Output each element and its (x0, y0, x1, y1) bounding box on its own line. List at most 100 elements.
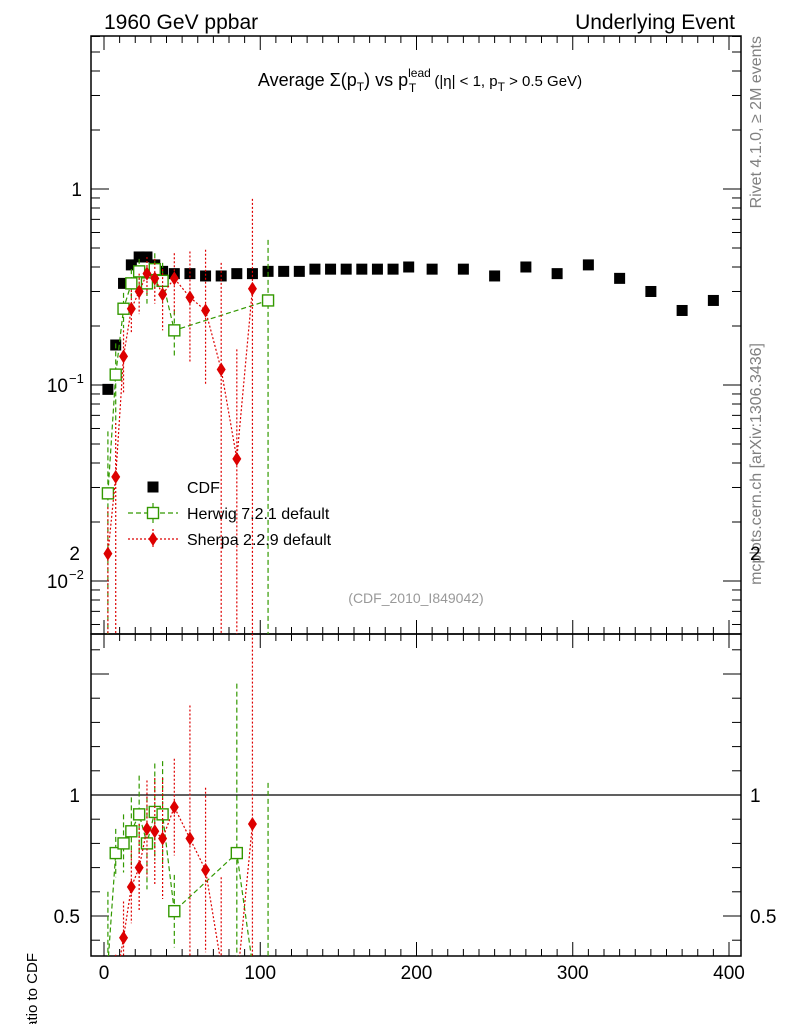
ratio-y-tick-label: 2 (69, 544, 80, 565)
ratio-point (168, 904, 181, 918)
cdf-point (457, 263, 469, 275)
herwig-point (168, 324, 181, 337)
rivet-label: Rivet 4.1.0, ≥ 2M events (748, 36, 765, 208)
y-tick-label: 1 (71, 180, 82, 201)
sherpa-point (111, 469, 121, 484)
y-tick-label-exponent: −2 (69, 567, 84, 582)
sherpa-point (201, 303, 211, 318)
y-tick-label: 10 (47, 376, 68, 397)
cdf-point (551, 268, 563, 280)
x-tick-label: 300 (557, 963, 589, 984)
sherpa-line (107, 272, 254, 554)
ratio-point (247, 817, 257, 832)
cdf-point (231, 268, 243, 280)
x-tick-label: 200 (401, 963, 433, 984)
sherpa-point (232, 451, 242, 466)
cdf-point (293, 265, 305, 277)
header-left: 1960 GeV ppbar (104, 11, 258, 34)
cdf-point (325, 263, 337, 275)
legend-marker (148, 532, 158, 546)
ratio-point (142, 821, 152, 836)
header-right: Underlying Event (575, 11, 735, 34)
cdf-point (582, 259, 594, 271)
cdf-point (520, 261, 532, 273)
ratio-point (119, 930, 129, 945)
cdf-point (614, 272, 626, 284)
cdf-point (184, 268, 196, 280)
cdf-point (403, 261, 415, 273)
ratio-point (158, 831, 168, 846)
ratio-point (185, 831, 195, 846)
legend-label: Herwig 7.2.1 default (187, 506, 330, 523)
cdf-point (278, 265, 290, 277)
herwig-point (101, 487, 115, 500)
cdf-point (387, 263, 399, 275)
ratio-y-tick-label: 2 (750, 544, 761, 565)
sherpa-point (142, 266, 152, 281)
cdf-point (133, 251, 145, 263)
ratio-axes: 0 100 200 300 400 0.5 0.5 1 1 2 2 (54, 544, 777, 984)
cdf-point (645, 285, 657, 297)
sherpa-series (103, 198, 257, 634)
cdf-point (676, 304, 688, 316)
cdf-point (118, 277, 130, 289)
sherpa-point (158, 287, 168, 302)
series-layer (101, 198, 719, 956)
y-tick-label-exponent: −1 (69, 371, 84, 386)
ratio-y-tick-label: 0.5 (54, 907, 80, 928)
mcplots-label: mcplots.cern.ch [arXiv:1306.3436] (748, 343, 765, 585)
sherpa-point (150, 271, 160, 286)
legend-marker (147, 481, 159, 493)
ratio-point (109, 846, 122, 860)
x-tick-label: 400 (713, 963, 745, 984)
cdf-point (356, 263, 368, 275)
herwig-point (156, 274, 169, 288)
chart-title: Average Σ(pT) vs plead T (|η| < 1, pT > 0… (258, 66, 582, 95)
y-tick-label: 10 (47, 572, 68, 593)
herwig-point (125, 277, 138, 290)
legend: CDF Herwig 7.2.1 default Sherpa 2.2.9 defa… (128, 480, 332, 549)
sherpa-point (185, 290, 195, 305)
sherpa-point (216, 362, 226, 377)
ratio-point (150, 824, 160, 839)
ratio-point (117, 837, 130, 850)
sherpa-point (119, 349, 129, 364)
sherpa-point (247, 281, 257, 296)
ratio-point (169, 800, 179, 815)
ratio-point (230, 846, 244, 860)
ratio-line (119, 805, 254, 956)
sherpa-point (169, 271, 179, 286)
legend-marker (146, 506, 160, 520)
ratio-ylabel: Ratio to CDF (24, 953, 41, 1024)
sherpa-point (134, 284, 144, 299)
cdf-point (125, 259, 137, 271)
sherpa-point (126, 301, 136, 316)
analysis-id: (CDF_2010_I849042) (348, 590, 483, 606)
cdf-point (309, 263, 321, 275)
sherpa-point (103, 546, 113, 561)
legend-label: CDF (187, 480, 220, 497)
sherpa-ratio (115, 634, 257, 956)
ratio-point (132, 808, 146, 821)
ratio-y-tick-label: 1 (69, 786, 80, 807)
legend-label: Sherpa 2.2.9 default (187, 532, 332, 549)
axes: 10 −210 −11 (47, 35, 741, 634)
herwig-point (109, 368, 122, 381)
x-tick-label: 0 (99, 963, 110, 984)
cdf-point (707, 294, 719, 306)
ratio-point (125, 825, 138, 838)
cdf-point (489, 270, 501, 282)
x-tick-label: 100 (244, 963, 276, 984)
cdf-point (246, 268, 258, 280)
ratio-point (134, 860, 144, 875)
ratio-point (140, 837, 154, 850)
ratio-point (201, 863, 211, 878)
ratio-y-tick-label: 1 (750, 786, 761, 807)
cdf-point (426, 263, 438, 275)
cdf-point (262, 265, 274, 277)
cdf-point (371, 263, 383, 275)
ratio-point (126, 879, 136, 894)
ratio-y-tick-label: 0.5 (750, 907, 776, 928)
herwig-point (261, 294, 275, 307)
